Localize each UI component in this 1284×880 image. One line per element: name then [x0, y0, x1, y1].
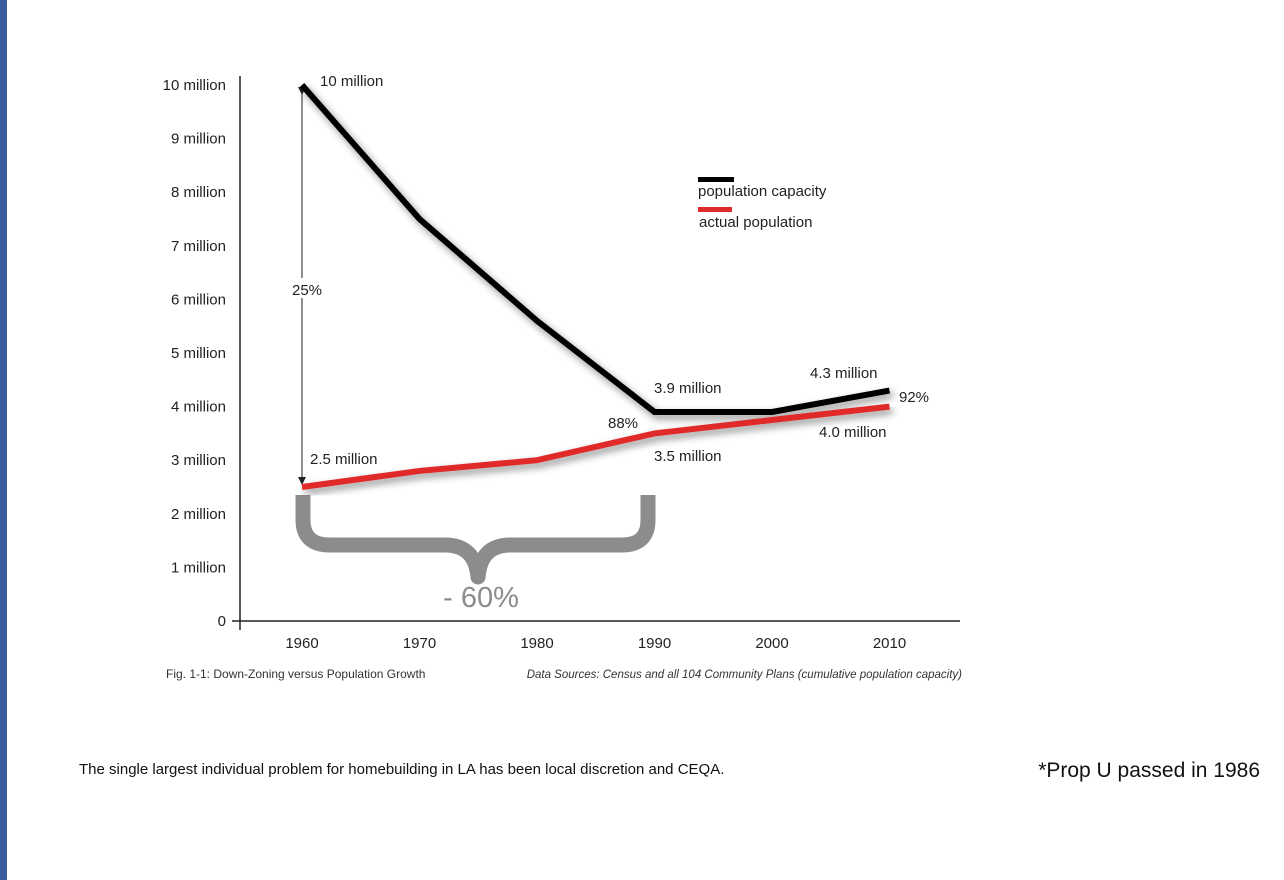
annotation-act-2010: 4.0 million: [819, 424, 887, 441]
y-tick-label: 6 million: [171, 291, 226, 308]
x-tick-labels: 1960 1970 1980 1990 2000 2010: [285, 635, 906, 652]
pct-25-background: [289, 278, 329, 298]
y-tick-label: 2 million: [171, 506, 226, 523]
annotation-cap-2010: 4.3 million: [810, 365, 878, 382]
series-lines: [299, 83, 891, 490]
annotation-act-1990: 3.5 million: [654, 448, 722, 465]
footer-statement: The single largest individual problem fo…: [79, 761, 725, 778]
decline-label: - 60%: [443, 582, 519, 614]
y-tick-labels: 0 1 million 2 million 3 million 4 million 5 m…: [163, 77, 226, 630]
y-tick-label: 10 million: [163, 77, 226, 94]
y-tick-label: 9 million: [171, 131, 226, 148]
y-tick-label: 0: [218, 613, 226, 630]
x-tick-label: 2000: [755, 635, 788, 652]
y-tick-label: 5 million: [171, 345, 226, 362]
x-tick-label: 1960: [285, 635, 318, 652]
y-tick-label: 8 million: [171, 184, 226, 201]
decline-brace: [295, 495, 656, 585]
series-line-actual-population: [301, 403, 890, 490]
y-tick-label: 1 million: [171, 559, 226, 576]
annotation-cap-1960: 10 million: [320, 73, 383, 90]
x-tick-label: 1990: [638, 635, 671, 652]
data-source: Data Sources: Census and all 104 Communi…: [527, 669, 962, 681]
legend-label-actual: actual population: [699, 214, 812, 231]
annotation-pct-88: 88%: [608, 415, 638, 432]
annotation-pct-92: 92%: [899, 389, 929, 406]
footer-note: *Prop U passed in 1986: [1038, 759, 1260, 782]
figure-caption: Fig. 1-1: Down-Zoning versus Population …: [166, 667, 425, 681]
legend-swatch-actual: [698, 207, 732, 212]
legend-swatch-capacity: [698, 177, 734, 182]
y-tick-label: 7 million: [171, 238, 226, 255]
legend-label-capacity: population capacity: [698, 183, 827, 200]
legend: population capacity actual population: [698, 177, 827, 231]
x-tick-label: 1980: [520, 635, 553, 652]
y-tick-label: 4 million: [171, 399, 226, 416]
y-tick-label: 3 million: [171, 452, 226, 469]
annotation-cap-1990: 3.9 million: [654, 380, 722, 397]
annotation-pct-25: 25%: [292, 282, 322, 299]
annotation-act-1960: 2.5 million: [310, 451, 378, 468]
x-tick-label: 2010: [873, 635, 906, 652]
left-accent-bar: [0, 0, 7, 880]
series-line-population-capacity: [299, 83, 891, 415]
x-tick-label: 1970: [403, 635, 436, 652]
